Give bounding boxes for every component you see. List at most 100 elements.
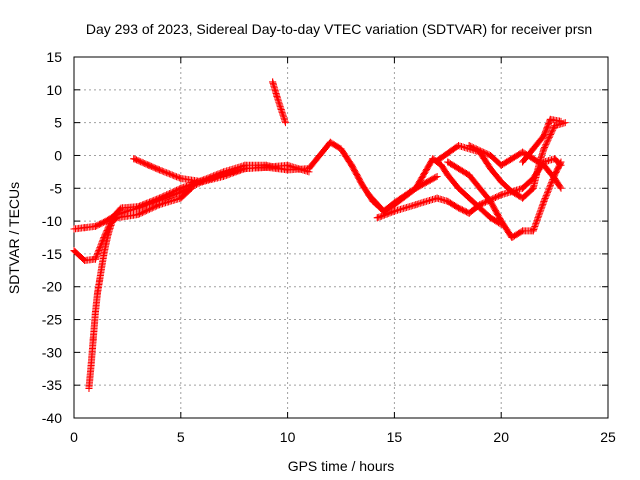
data-point — [262, 163, 270, 171]
data-point — [70, 225, 78, 233]
y-tick-label: -15 — [42, 246, 62, 262]
data-point — [281, 119, 289, 127]
data-point — [429, 155, 437, 163]
data-point — [557, 117, 565, 125]
data-point — [134, 203, 142, 211]
data-point — [96, 276, 104, 284]
data-point — [454, 204, 462, 212]
data-point — [273, 92, 281, 100]
data-point — [557, 184, 565, 192]
data-point — [373, 214, 381, 222]
y-tick-label: -20 — [42, 279, 62, 295]
y-tick-label: -10 — [42, 213, 62, 229]
data-series — [70, 78, 569, 392]
data-point — [465, 171, 473, 179]
data-point — [487, 151, 495, 159]
data-point — [433, 157, 441, 165]
data-point — [100, 250, 108, 258]
data-point — [529, 227, 537, 235]
data-point — [87, 361, 95, 369]
y-tick-label: -5 — [50, 180, 63, 196]
x-axis-label: GPS time / hours — [288, 458, 395, 474]
data-point — [337, 145, 345, 153]
data-point — [540, 132, 548, 140]
y-tick-label: 10 — [46, 82, 62, 98]
data-point — [91, 222, 99, 230]
data-point — [551, 155, 559, 163]
data-point — [487, 197, 495, 205]
series-track-5 — [269, 78, 289, 127]
data-point — [390, 207, 398, 215]
data-point — [508, 234, 516, 241]
data-point — [508, 155, 516, 163]
series-track-10 — [444, 158, 565, 241]
data-point — [130, 155, 138, 163]
data-point — [444, 197, 452, 205]
data-point — [91, 255, 99, 263]
data-point — [220, 172, 228, 180]
marker-trail — [269, 78, 289, 125]
data-point — [546, 115, 554, 123]
data-point — [497, 178, 505, 186]
data-point — [561, 119, 569, 127]
data-point — [155, 201, 163, 209]
data-point — [465, 142, 473, 150]
data-point — [93, 289, 101, 297]
data-point — [177, 184, 185, 192]
data-point — [70, 247, 78, 255]
data-point — [316, 151, 324, 159]
data-point — [155, 166, 163, 174]
data-point — [476, 201, 484, 209]
data-point — [198, 178, 206, 186]
data-point — [155, 194, 163, 202]
data-point — [412, 201, 420, 209]
data-point — [557, 158, 565, 166]
data-point — [104, 230, 112, 238]
grid — [74, 57, 608, 418]
data-point — [487, 165, 495, 173]
marker-trail — [85, 185, 194, 392]
data-point — [529, 155, 537, 163]
data-point — [497, 191, 505, 199]
data-point — [519, 194, 527, 202]
data-point — [519, 184, 527, 192]
data-point — [497, 217, 505, 225]
data-point — [540, 161, 548, 169]
data-point — [134, 211, 142, 219]
data-point — [444, 158, 452, 166]
data-point — [529, 145, 537, 153]
data-point — [465, 209, 473, 217]
data-point — [81, 224, 89, 232]
data-point — [433, 194, 441, 202]
x-tick-label: 15 — [387, 429, 403, 445]
series-track-2 — [70, 161, 292, 264]
data-point — [81, 256, 89, 264]
marker-trail — [465, 142, 564, 191]
data-point — [508, 188, 516, 196]
data-point — [358, 181, 366, 189]
data-point — [454, 142, 462, 150]
y-tick-label: 5 — [54, 115, 62, 131]
y-tick-label: -30 — [42, 344, 62, 360]
data-point — [551, 171, 559, 179]
data-point — [177, 194, 185, 202]
x-tick-label: 20 — [493, 429, 509, 445]
data-point — [444, 171, 452, 179]
data-point — [85, 384, 93, 392]
data-point — [145, 161, 153, 169]
data-point — [284, 161, 292, 169]
y-axis-label: SDTVAR / TECUs — [6, 182, 22, 294]
data-point — [433, 172, 441, 180]
data-point — [365, 191, 373, 199]
data-point — [487, 214, 495, 222]
data-point — [540, 197, 548, 205]
data-point — [519, 148, 527, 156]
chart-title: Day 293 of 2023, Sidereal Day-to-day VTE… — [86, 21, 592, 37]
data-point — [91, 309, 99, 317]
data-point — [305, 168, 313, 176]
data-point — [277, 106, 285, 114]
data-point — [269, 78, 277, 86]
data-point — [519, 227, 527, 235]
x-tick-label: 0 — [70, 429, 78, 445]
